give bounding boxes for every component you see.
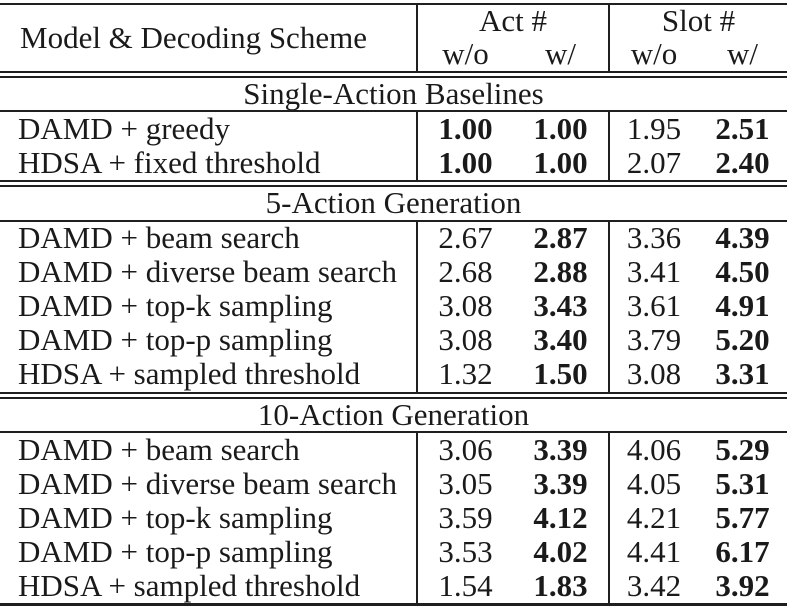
slot-with-value: 4.39 xyxy=(715,220,770,256)
slot-without-value: 3.36 xyxy=(608,220,699,256)
slot-without-value: 4.21 xyxy=(608,501,699,536)
slot-with-value: 2.51 xyxy=(715,111,770,146)
act-with-value: 2.87 xyxy=(533,220,588,256)
model-scheme-label: DAMD + diverse beam search xyxy=(18,467,398,501)
table-header: Model & Decoding Scheme Act # Slot # w/o… xyxy=(0,4,787,75)
slot-with-value: 5.77 xyxy=(715,501,770,535)
table-row: DAMD + beam search 2.67 2.87 3.36 4.39 xyxy=(0,220,787,256)
act-without-value: 1.54 xyxy=(416,569,513,605)
subheader-slot-with: w/ xyxy=(727,38,759,71)
act-with-value: 2.88 xyxy=(533,255,588,290)
section-title: 5-Action Generation xyxy=(0,180,787,222)
model-scheme-label: DAMD + top-k sampling xyxy=(18,289,333,324)
header-row-subcolumns: w/o w/ w/o w/ xyxy=(0,38,787,75)
table-row: HDSA + sampled threshold 1.32 1.50 3.08 3.31 xyxy=(0,357,787,396)
column-header-model: Model & Decoding Scheme xyxy=(20,19,367,55)
slot-without-value: 3.42 xyxy=(608,569,699,605)
act-without-value: 1.32 xyxy=(416,357,513,396)
model-scheme-label: HDSA + sampled threshold xyxy=(18,569,361,603)
slot-without-value: 3.08 xyxy=(608,357,699,396)
results-table: Model & Decoding Scheme Act # Slot # w/o… xyxy=(0,3,787,607)
slot-with-value: 5.20 xyxy=(715,323,770,358)
act-with-value: 1.00 xyxy=(533,111,588,146)
model-scheme-label: DAMD + top-p sampling xyxy=(18,535,333,569)
section-row: 10-Action Generation xyxy=(0,391,787,434)
slot-with-value: 3.31 xyxy=(715,357,770,392)
table-body: Single-Action Baselines DAMD + greedy 1.00… xyxy=(0,70,787,605)
act-without-value: 3.53 xyxy=(416,535,513,570)
act-with-value: 4.12 xyxy=(533,501,588,535)
table-row: DAMD + top-k sampling 3.08 3.43 3.61 4.91 xyxy=(0,289,787,324)
section-row: 5-Action Generation xyxy=(0,180,787,222)
slot-with-value: 4.91 xyxy=(715,289,770,324)
slot-without-value: 4.05 xyxy=(608,467,699,502)
slot-with-value: 2.40 xyxy=(715,146,770,180)
act-with-value: 4.02 xyxy=(533,535,588,569)
table-row: DAMD + top-k sampling 3.59 4.12 4.21 5.77 xyxy=(0,501,787,536)
slot-with-value: 3.92 xyxy=(715,569,770,603)
column-group-slot: Slot # xyxy=(608,4,787,38)
section-row: Single-Action Baselines xyxy=(0,70,787,113)
slot-with-value: 6.17 xyxy=(715,535,770,569)
table-row: DAMD + beam search 3.06 3.39 4.06 5.29 xyxy=(0,432,787,468)
act-with-value: 3.40 xyxy=(533,323,588,358)
act-without-value: 1.00 xyxy=(416,146,513,184)
act-with-value: 1.83 xyxy=(533,569,588,603)
act-with-value: 3.43 xyxy=(533,289,588,324)
act-without-value: 3.08 xyxy=(416,323,513,358)
act-without-value: 2.68 xyxy=(416,255,513,290)
act-without-value: 3.59 xyxy=(416,501,513,536)
slot-without-value: 4.41 xyxy=(608,535,699,570)
slot-without-value: 3.61 xyxy=(608,289,699,324)
model-scheme-label: DAMD + greedy xyxy=(18,111,231,146)
slot-without-value: 4.06 xyxy=(608,432,699,468)
subheader-slot-without: w/o xyxy=(608,38,699,75)
section-title: 10-Action Generation xyxy=(0,391,787,434)
slot-without-value: 1.95 xyxy=(608,111,699,147)
slot-without-value: 3.41 xyxy=(608,255,699,290)
model-scheme-label: DAMD + beam search xyxy=(18,220,300,256)
model-scheme-label: DAMD + beam search xyxy=(18,432,300,467)
slot-without-value: 3.79 xyxy=(608,323,699,358)
model-scheme-label: HDSA + sampled threshold xyxy=(18,357,361,392)
act-without-value: 3.08 xyxy=(416,289,513,324)
table-row: DAMD + diverse beam search 3.05 3.39 4.05 5.… xyxy=(0,467,787,502)
act-with-value: 3.39 xyxy=(533,467,588,501)
slot-with-value: 5.29 xyxy=(715,432,770,467)
subheader-act-without: w/o xyxy=(416,38,513,75)
slot-with-value: 4.50 xyxy=(715,255,770,290)
model-scheme-label: DAMD + top-p sampling xyxy=(18,323,333,358)
act-without-value: 3.06 xyxy=(416,432,513,468)
column-group-act: Act # xyxy=(415,4,610,38)
act-without-value: 3.05 xyxy=(416,467,513,502)
slot-with-value: 5.31 xyxy=(715,467,770,501)
model-scheme-label: HDSA + fixed threshold xyxy=(18,146,321,180)
subheader-act-with: w/ xyxy=(545,38,576,71)
table-row: HDSA + sampled threshold 1.54 1.83 3.42 3.92 xyxy=(0,569,787,605)
slot-without-value: 2.07 xyxy=(608,146,699,184)
act-without-value: 2.67 xyxy=(416,220,513,256)
table-row: DAMD + top-p sampling 3.53 4.02 4.41 6.17 xyxy=(0,535,787,570)
model-scheme-label: DAMD + diverse beam search xyxy=(18,255,398,290)
section-title: Single-Action Baselines xyxy=(0,70,787,113)
act-without-value: 1.00 xyxy=(416,111,513,147)
table-row: DAMD + diverse beam search 2.68 2.88 3.41 4.… xyxy=(0,255,787,290)
act-with-value: 1.50 xyxy=(533,357,588,392)
table-row: HDSA + fixed threshold 1.00 1.00 2.07 2.40 xyxy=(0,146,787,184)
act-with-value: 1.00 xyxy=(533,146,588,180)
table-row: DAMD + greedy 1.00 1.00 1.95 2.51 xyxy=(0,111,787,147)
header-row-groups: Model & Decoding Scheme Act # Slot # xyxy=(0,4,787,53)
table-row: DAMD + top-p sampling 3.08 3.40 3.79 5.20 xyxy=(0,323,787,358)
act-with-value: 3.39 xyxy=(533,432,588,467)
model-scheme-label: DAMD + top-k sampling xyxy=(18,501,333,535)
